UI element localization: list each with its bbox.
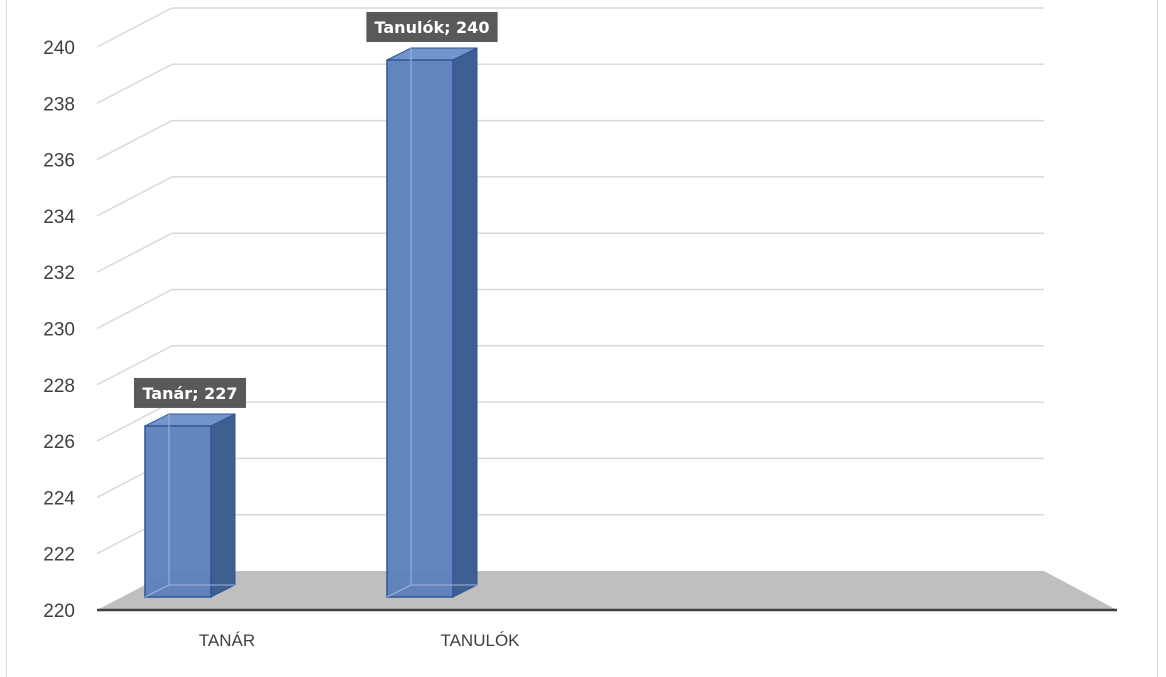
bar-tanar <box>144 413 236 598</box>
bar-tanulok <box>386 47 478 598</box>
y-tick-label: 222 <box>43 545 75 566</box>
gridline-diagonal <box>96 401 173 442</box>
bar-front-face <box>386 59 454 598</box>
category-label: TANULÓK <box>440 631 520 650</box>
gridline-diagonal <box>96 288 173 330</box>
y-tick-label: 220 <box>43 601 75 622</box>
y-tick-label: 224 <box>43 488 75 509</box>
gridline-diagonal <box>96 63 173 104</box>
x-axis-categories: TANÁR TANULÓK <box>199 631 520 650</box>
gridline-diagonal <box>96 232 173 273</box>
data-label-text: Tanulók; 240 <box>375 18 490 37</box>
floor-plane <box>97 571 1117 610</box>
y-tick-label: 238 <box>43 94 75 115</box>
y-tick-label: 240 <box>43 38 75 59</box>
gridlines <box>96 7 1044 555</box>
data-label-box <box>134 377 246 408</box>
data-label: Tanár; 227 <box>134 377 246 408</box>
bar-back-edge <box>144 584 170 598</box>
data-label-text: Tanár; 227 <box>142 384 237 403</box>
gridline-diagonal <box>96 7 173 48</box>
bar-side-face <box>210 413 236 598</box>
y-tick-label: 230 <box>43 320 75 341</box>
data-label: Tanulók; 240 <box>366 12 498 42</box>
data-label-box <box>366 12 498 42</box>
y-tick-label: 226 <box>43 432 75 453</box>
bar-side-face <box>452 47 478 598</box>
data-labels: Tanár; 227 Tanulók; 240 <box>134 12 498 408</box>
gridline-diagonal <box>96 176 173 217</box>
y-tick-label: 236 <box>43 151 75 172</box>
y-tick-label: 234 <box>43 207 75 228</box>
gridline-diagonal <box>96 345 173 386</box>
category-label: TANÁR <box>199 631 255 650</box>
bars <box>144 47 478 598</box>
bar-back-edge <box>386 584 412 598</box>
gridline-diagonal <box>96 119 173 161</box>
chart-frame <box>6 0 1158 677</box>
bar-front-face <box>144 425 212 598</box>
chart-floor <box>97 571 1117 612</box>
y-tick-label: 232 <box>43 263 75 284</box>
y-tick-label: 228 <box>43 376 75 397</box>
y-axis-ticks: 220 222 224 226 228 230 232 234 236 238 240 <box>43 38 75 622</box>
